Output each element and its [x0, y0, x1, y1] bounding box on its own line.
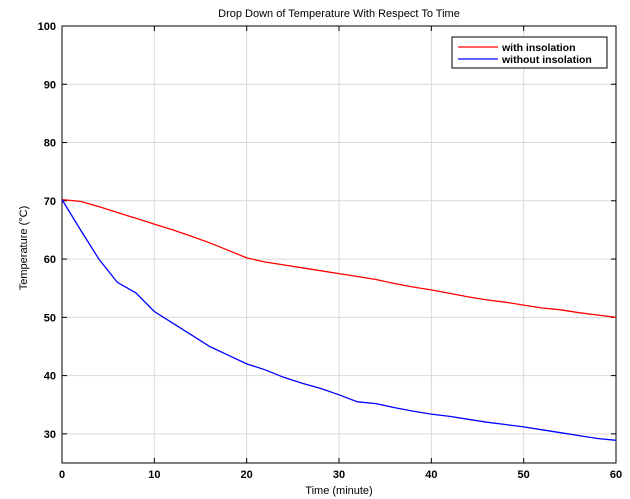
axis-ticks: 0 10 20 30 40 50 60 30 40 50 60 70 80 90 100 [38, 21, 622, 481]
y-tick-label: 40 [44, 371, 56, 383]
x-axis-title: Time (minute) [305, 485, 372, 497]
x-tick-label: 0 [59, 469, 65, 481]
x-tick-label: 50 [518, 469, 530, 481]
x-tick-label: 60 [610, 469, 622, 481]
y-tick-label: 50 [44, 312, 56, 324]
series-line-2 [61, 199, 617, 441]
y-tick-label: 80 [44, 138, 56, 150]
legend-label: without insolation [501, 54, 592, 66]
legend-box [451, 36, 608, 69]
y-tick-label: 60 [44, 254, 56, 266]
legend-label: with insolation [501, 42, 576, 54]
series-layer [61, 198, 617, 441]
y-tick-label: 90 [44, 79, 56, 91]
y-axis-title: Temperature (°C) [18, 206, 30, 290]
x-tick-label: 40 [425, 469, 437, 481]
x-tick-label: 20 [241, 469, 253, 481]
y-tick-label: 70 [44, 196, 56, 208]
grid-lines [61, 25, 617, 463]
chart-title: Drop Down of Temperature With Respect To… [218, 8, 460, 20]
x-tick-label: 10 [148, 469, 160, 481]
y-tick-label: 30 [44, 429, 56, 441]
series-line-1 [61, 198, 617, 318]
y-tick-label: 100 [38, 21, 56, 33]
x-tick-label: 30 [333, 469, 345, 481]
